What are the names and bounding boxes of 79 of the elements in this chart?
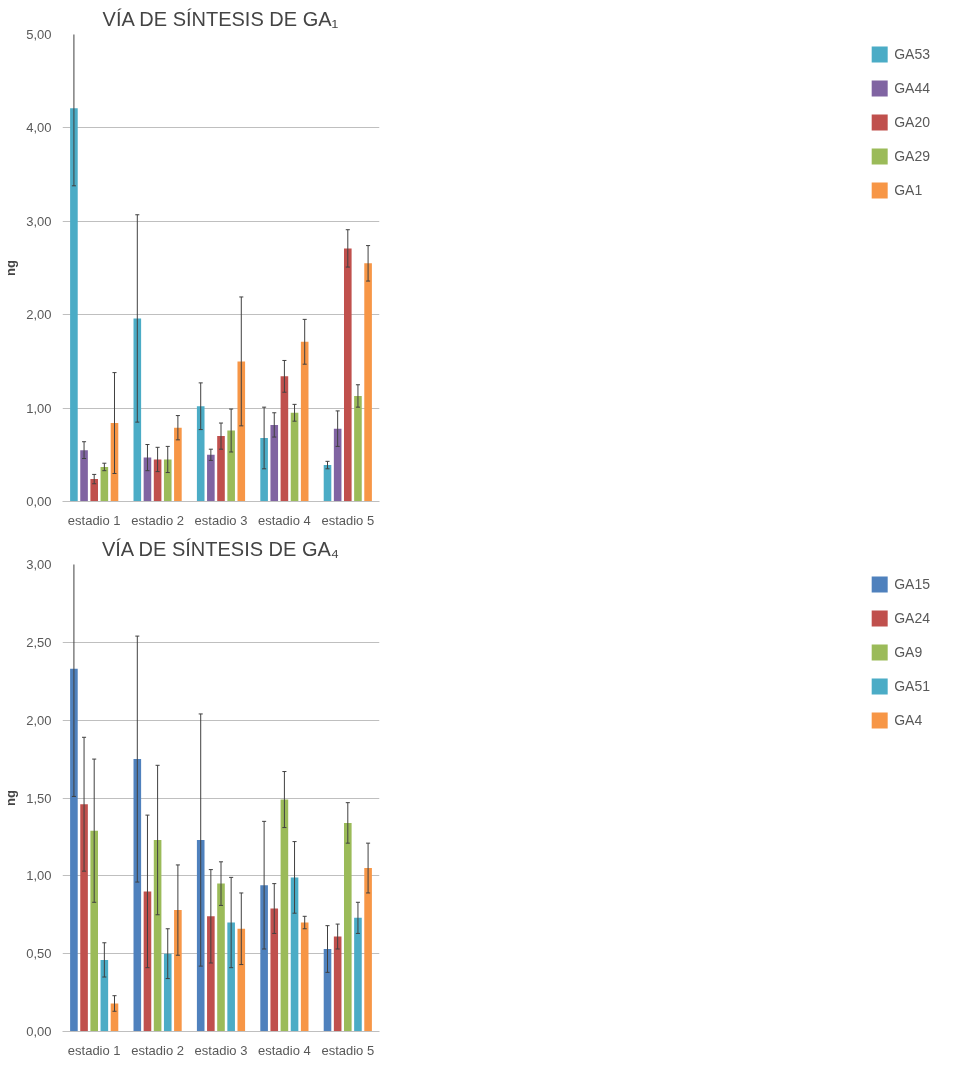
bar bbox=[217, 436, 225, 502]
bar bbox=[80, 804, 88, 1032]
bar bbox=[344, 248, 352, 502]
x-tick-label: estadio 5 bbox=[321, 1042, 375, 1058]
bar bbox=[344, 822, 352, 1032]
y-axis-title: ng bbox=[3, 260, 19, 276]
x-tick-label: estadio 3 bbox=[194, 1042, 248, 1058]
bar bbox=[174, 427, 182, 502]
y-tick-label: 0,50 bbox=[26, 946, 52, 962]
bar bbox=[333, 428, 342, 502]
bar bbox=[323, 465, 332, 502]
x-tick-label: estadio 1 bbox=[67, 512, 121, 528]
bar bbox=[354, 917, 362, 1032]
y-tick-label: 1,00 bbox=[26, 868, 52, 884]
y-tick-label: 0,00 bbox=[26, 494, 52, 509]
bar bbox=[323, 949, 332, 1032]
x-tick-label: estadio 2 bbox=[131, 1042, 184, 1058]
y-tick-label: 3,00 bbox=[26, 213, 52, 229]
y-tick-label: 3,00 bbox=[26, 557, 52, 572]
y-tick-label: 2,00 bbox=[26, 712, 52, 728]
x-tick-label: estadio 1 bbox=[67, 1042, 121, 1058]
chart-title: VÍA DE SÍNTESIS DE GA₁ bbox=[102, 7, 339, 30]
bar bbox=[100, 466, 109, 502]
bar bbox=[90, 479, 98, 502]
bar bbox=[364, 263, 372, 502]
bar bbox=[333, 936, 342, 1032]
legend-label: GA51 bbox=[894, 678, 930, 694]
y-tick-label: 1,50 bbox=[26, 790, 52, 806]
bar bbox=[207, 454, 215, 502]
legend-label: GA24 bbox=[894, 610, 930, 626]
bar bbox=[270, 424, 279, 502]
chart-title: VÍA DE SÍNTESIS DE GA₄ bbox=[101, 537, 340, 560]
legend-label: GA44 bbox=[894, 80, 930, 96]
bar bbox=[196, 406, 205, 502]
x-tick-label: estadio 4 bbox=[258, 1042, 311, 1058]
bar bbox=[300, 341, 309, 502]
x-tick-label: estadio 5 bbox=[321, 512, 375, 528]
legend-label: GA20 bbox=[894, 114, 930, 130]
legend-label: GA4 bbox=[894, 712, 923, 728]
x-tick-label: estadio 2 bbox=[131, 512, 184, 528]
bar bbox=[100, 959, 109, 1032]
bar bbox=[90, 830, 98, 1032]
legend-label: GA9 bbox=[894, 644, 923, 660]
bar bbox=[237, 928, 246, 1032]
bar bbox=[364, 868, 372, 1032]
bar bbox=[174, 910, 182, 1032]
legend-label: GA1 bbox=[894, 182, 923, 198]
bar bbox=[270, 908, 279, 1032]
legend-label: GA29 bbox=[894, 148, 930, 164]
y-tick-label: 1,00 bbox=[26, 400, 52, 416]
bar bbox=[80, 450, 88, 502]
bar bbox=[354, 395, 362, 502]
bar bbox=[217, 883, 225, 1032]
x-tick-label: estadio 4 bbox=[258, 512, 311, 528]
bar bbox=[153, 459, 162, 502]
y-axis-title: ng bbox=[3, 790, 19, 806]
y-tick-label: 4,00 bbox=[26, 120, 52, 136]
bar bbox=[290, 412, 299, 502]
y-tick-label: 0,00 bbox=[26, 1024, 52, 1039]
legend-label: GA53 bbox=[894, 46, 930, 62]
legend-label: GA15 bbox=[894, 576, 930, 592]
y-tick-label: 2,50 bbox=[26, 634, 52, 650]
bar bbox=[237, 361, 246, 502]
bar bbox=[110, 1003, 119, 1032]
bar bbox=[133, 759, 142, 1032]
bar bbox=[163, 459, 172, 502]
y-tick-label: 2,00 bbox=[26, 307, 52, 323]
bar bbox=[70, 108, 78, 502]
bar bbox=[196, 840, 205, 1032]
bar bbox=[290, 877, 299, 1032]
bar bbox=[153, 840, 162, 1032]
x-tick-label: estadio 3 bbox=[194, 512, 248, 528]
bar bbox=[280, 799, 289, 1032]
bar bbox=[300, 922, 309, 1032]
bar bbox=[280, 376, 289, 502]
y-tick-label: 5,00 bbox=[26, 27, 52, 42]
bar bbox=[163, 953, 172, 1032]
bar bbox=[70, 668, 78, 1032]
bar bbox=[227, 430, 235, 502]
